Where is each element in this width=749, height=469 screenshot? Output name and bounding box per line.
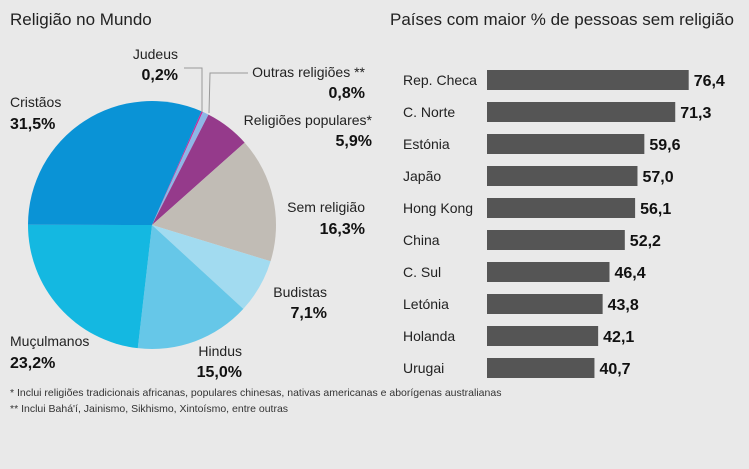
pie-slice-sem-religião xyxy=(152,142,276,262)
bar xyxy=(487,102,676,122)
bar-value-label: 56,1 xyxy=(640,201,671,218)
pie-value: 5,9% xyxy=(336,133,372,150)
bar-category-label: China xyxy=(403,232,440,248)
pie-slice-judeus xyxy=(152,111,203,225)
pie-label: Religiões populares* xyxy=(244,112,373,128)
pie-value: 0,2% xyxy=(142,67,178,84)
bar-value-label: 40,7 xyxy=(599,361,630,378)
leader-line-judeus xyxy=(184,67,203,112)
bar xyxy=(487,294,603,314)
pie-slice-budistas xyxy=(152,225,271,309)
bar-category-label: C. Sul xyxy=(403,264,441,280)
bar xyxy=(487,262,610,282)
bar-value-label: 52,2 xyxy=(630,233,661,250)
leader-line-outras xyxy=(208,72,248,114)
pie-label: Budistas xyxy=(273,284,327,300)
pie-slice-cristãos xyxy=(28,101,202,225)
bar-value-label: 71,3 xyxy=(680,105,711,122)
pie-value: 31,5% xyxy=(10,116,55,133)
pie-label: Muçulmanos xyxy=(10,333,89,349)
pie-value: 0,8% xyxy=(329,85,365,102)
pie-slice-religiões-populares- xyxy=(152,114,245,225)
bar xyxy=(487,166,638,186)
pie-value: 15,0% xyxy=(197,364,242,381)
bar-category-label: Letónia xyxy=(403,296,449,312)
bar-category-label: Estónia xyxy=(403,136,450,152)
pie-label: Cristãos xyxy=(10,94,61,110)
bar-category-label: Holanda xyxy=(403,328,455,344)
bar-value-label: 76,4 xyxy=(694,73,725,90)
pie-label: Sem religião xyxy=(287,199,365,215)
bar xyxy=(487,70,689,90)
bar-value-label: 59,6 xyxy=(649,137,680,154)
pie-label: Judeus xyxy=(133,46,178,62)
bar-title: Países com maior % de pessoas sem religi… xyxy=(390,10,734,29)
bar-category-label: Japão xyxy=(403,168,441,184)
bar xyxy=(487,198,636,218)
pie-slice-muçulmanos xyxy=(28,224,152,349)
bar xyxy=(487,230,625,250)
bar-category-label: Urugai xyxy=(403,360,444,376)
bar-category-label: Rep. Checa xyxy=(403,72,477,88)
pie-label: Hindus xyxy=(198,343,242,359)
pie-value: 23,2% xyxy=(10,355,55,372)
bar-value-label: 43,8 xyxy=(608,297,639,314)
pie-slice-hindus xyxy=(137,225,244,349)
pie-value: 7,1% xyxy=(291,305,327,322)
bar xyxy=(487,358,595,378)
bar-value-label: 42,1 xyxy=(603,329,634,346)
bar-category-label: C. Norte xyxy=(403,104,455,120)
bar xyxy=(487,326,599,346)
pie-value: 16,3% xyxy=(320,221,365,238)
bar-category-label: Hong Kong xyxy=(403,200,473,216)
bar-value-label: 46,4 xyxy=(614,265,645,282)
pie-slice-outras-religiões- xyxy=(152,111,209,225)
pie-label: Outras religiões ** xyxy=(252,64,365,80)
footnote-2: ** Inclui Bahá'í, Jainismo, Sikhismo, Xi… xyxy=(10,403,289,415)
bar xyxy=(487,134,645,154)
pie-title: Religião no Mundo xyxy=(10,10,152,29)
footnote-1: * Inclui religiões tradicionais africana… xyxy=(10,387,502,399)
bar-value-label: 57,0 xyxy=(642,169,673,186)
